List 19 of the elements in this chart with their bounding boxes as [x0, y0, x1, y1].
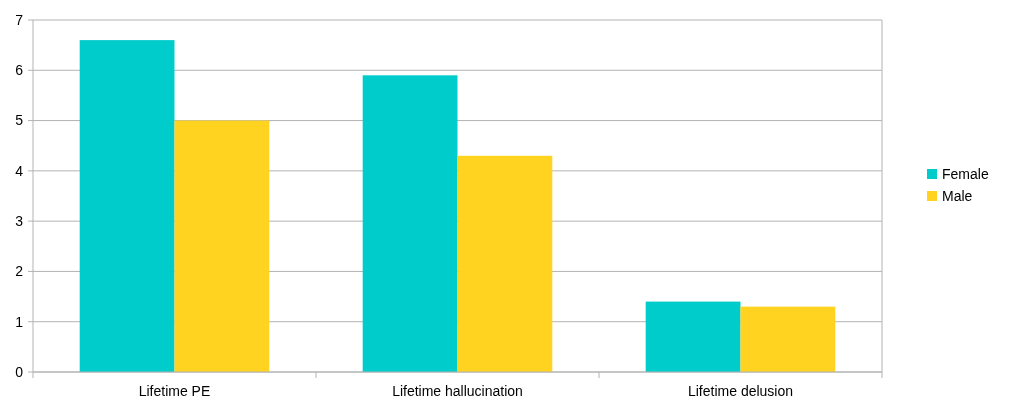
bar: [645, 301, 741, 372]
y-tick-label: 0: [15, 363, 24, 380]
y-tick-label: 1: [15, 313, 24, 330]
legend-label: Male: [942, 187, 973, 204]
bar: [457, 155, 553, 372]
y-tick-label: 6: [15, 62, 24, 79]
y-tick-label: 2: [15, 263, 24, 280]
x-tick-label: Lifetime PE: [138, 383, 211, 399]
y-tick-label: 5: [15, 112, 24, 129]
x-tick-label: Lifetime delusion: [687, 383, 794, 399]
bar: [740, 306, 836, 372]
x-tick-label: Lifetime hallucination: [392, 383, 523, 399]
bar: [79, 40, 175, 372]
y-tick-label: 4: [15, 162, 24, 179]
bar: [362, 75, 458, 372]
y-tick-label: 7: [15, 11, 24, 28]
y-tick-label: 3: [15, 213, 24, 230]
bar: [174, 120, 270, 372]
legend-label: Female: [942, 165, 989, 182]
